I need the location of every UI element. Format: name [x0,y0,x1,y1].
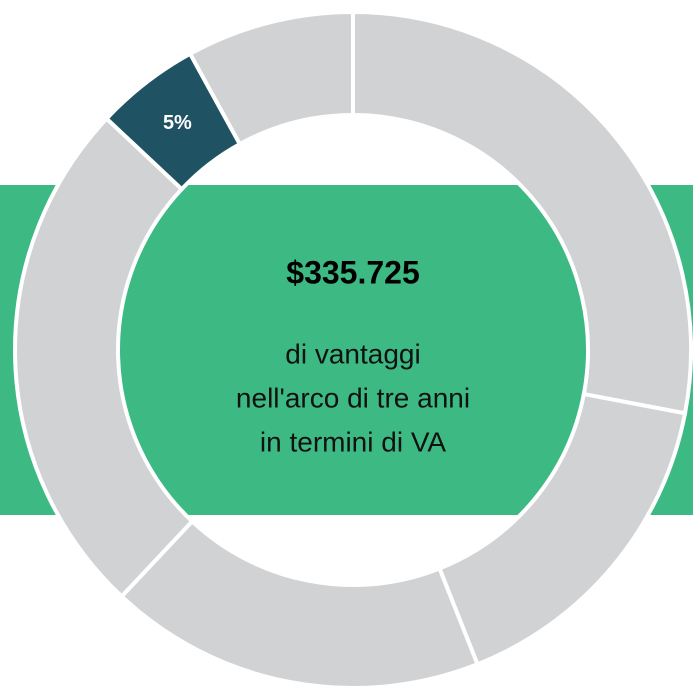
data-label: 5% [163,112,192,134]
donut-segment [187,9,355,147]
center-line: in termini di VA [260,426,447,457]
donut-segment [351,9,693,416]
center-line: di vantaggi [285,338,420,369]
center-title: $335.725 [286,254,419,290]
center-line: nell'arco di tre anni [236,382,470,413]
donut-segment [13,115,195,600]
donut-segment [118,518,481,690]
donut: 5% [13,9,693,690]
